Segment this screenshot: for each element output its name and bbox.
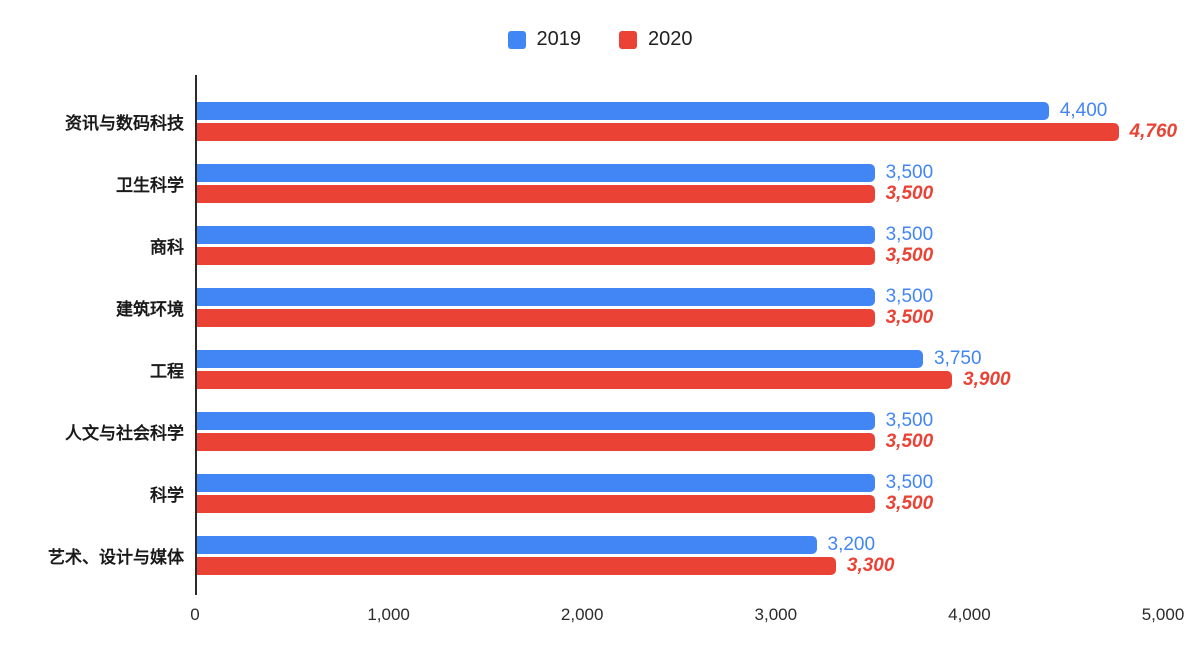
- value-label-2019: 3,500: [885, 162, 934, 183]
- bar-2019[interactable]: [197, 412, 875, 430]
- x-tick-label: 4,000: [948, 605, 991, 624]
- value-label-2019: 3,500: [885, 286, 934, 307]
- value-label-2020: 3,500: [885, 245, 934, 266]
- legend-item-2020[interactable]: 2020: [619, 28, 693, 51]
- bar-2019[interactable]: [197, 288, 875, 306]
- bar-2019[interactable]: [197, 226, 875, 244]
- legend-swatch-icon: [507, 30, 526, 49]
- category-label: 艺术、设计与媒体: [48, 548, 184, 567]
- value-label-2019: 3,500: [885, 472, 934, 493]
- x-tick-label: 1,000: [367, 605, 410, 624]
- bar-row: 工程 3,750 3,900: [150, 348, 1165, 390]
- value-label-2020: 4,760: [1129, 121, 1178, 142]
- value-label-2019: 3,500: [885, 224, 934, 245]
- value-label-2020: 3,500: [885, 493, 934, 514]
- bar-2020[interactable]: [197, 247, 875, 265]
- value-label-2020: 3,500: [885, 183, 934, 204]
- bar-2019[interactable]: [197, 102, 1049, 120]
- x-axis: 0 1,000 2,000 3,000 4,000 5,000: [190, 605, 1184, 627]
- category-label: 科学: [150, 486, 184, 505]
- bar-row: 卫生科学 3,500 3,500: [116, 162, 1165, 204]
- bar-row: 建筑环境 3,500 3,500: [116, 286, 1165, 328]
- category-label: 商科: [150, 238, 184, 257]
- legend: 2019 2020: [0, 28, 1200, 51]
- category-label: 人文与社会科学: [65, 424, 184, 443]
- value-label-2019: 3,500: [885, 410, 934, 431]
- x-tick-label: 3,000: [754, 605, 798, 624]
- value-label-2019: 3,200: [827, 534, 876, 555]
- category-label: 工程: [150, 362, 184, 381]
- bar-2020[interactable]: [197, 123, 1119, 141]
- bar-2019[interactable]: [197, 536, 817, 554]
- bar-2020[interactable]: [197, 433, 875, 451]
- bar-row: 资讯与数码科技 4,400 4,760: [65, 100, 1177, 141]
- legend-label: 2020: [648, 28, 693, 50]
- legend-label: 2019: [536, 28, 582, 50]
- bar-row: 艺术、设计与媒体 3,200 3,300: [48, 534, 1165, 576]
- value-label-2020: 3,900: [963, 369, 1011, 390]
- bar-2020[interactable]: [197, 557, 836, 575]
- bar-chart-plot-area: 资讯与数码科技 4,400 4,760 卫生科学 3,500 3,500 商科 3,500 3,…: [48, 75, 1177, 595]
- category-label: 建筑环境: [116, 300, 184, 319]
- legend-swatch-icon: [619, 30, 637, 49]
- value-label-2019: 3,750: [934, 348, 982, 369]
- bar-2019[interactable]: [197, 350, 923, 368]
- bar-2020[interactable]: [197, 371, 953, 389]
- bar-2020[interactable]: [197, 309, 875, 327]
- value-label-2019: 4,400: [1059, 100, 1108, 121]
- x-tick-label: 5,000: [1141, 605, 1185, 624]
- bar-row: 科学 3,500 3,500: [150, 472, 1165, 514]
- legend-item-2019[interactable]: 2019: [507, 28, 582, 51]
- bar-row: 商科 3,500 3,500: [150, 224, 1165, 266]
- x-tick-label: 0: [190, 605, 200, 624]
- value-label-2020: 3,300: [846, 555, 895, 576]
- value-label-2020: 3,500: [885, 431, 934, 452]
- x-tick-label: 2,000: [560, 605, 604, 624]
- bar-2020[interactable]: [197, 185, 875, 203]
- bar-2019[interactable]: [197, 474, 875, 492]
- category-label: 卫生科学: [116, 176, 184, 195]
- category-label: 资讯与数码科技: [65, 114, 184, 133]
- bar-2019[interactable]: [197, 164, 875, 182]
- bar-row: 人文与社会科学 3,500 3,500: [65, 410, 1165, 452]
- value-label-2020: 3,500: [885, 307, 934, 328]
- bar-2020[interactable]: [197, 495, 875, 513]
